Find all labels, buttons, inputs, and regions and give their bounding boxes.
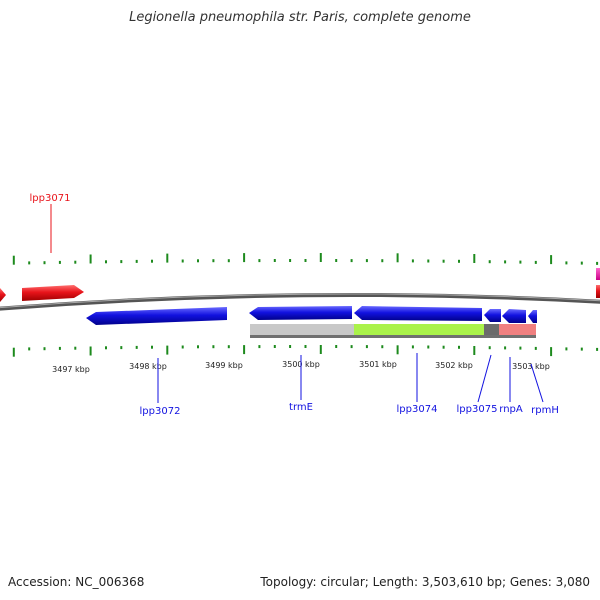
gene-rpmH-feature[interactable] (528, 310, 537, 323)
gene-lpp3071-feature[interactable] (22, 285, 84, 301)
map-title: Legionella pneumophila str. Paris, compl… (129, 10, 471, 25)
kbp-label-3499: 3499 kbp (205, 361, 243, 370)
accession-text: Accession: NC_006368 (8, 575, 145, 589)
feature-track (250, 324, 536, 338)
genome-summary-text: Topology: circular; Length: 3,503,610 bp… (260, 575, 590, 589)
kbp-label-3502: 3502 kbp (435, 361, 473, 370)
gene-label-trmE[interactable]: trmE (289, 402, 313, 413)
gene-right-edge-red[interactable] (596, 285, 600, 298)
gene-left-edge-red[interactable] (0, 288, 6, 302)
gene-right-edge-magenta[interactable] (596, 268, 600, 280)
kbp-label-3501: 3501 kbp (359, 360, 397, 369)
outer-tick-ring (12, 253, 599, 265)
genome-backbone (0, 292, 600, 311)
gene-label-lpp3071[interactable]: lpp3071 (30, 193, 71, 204)
gene-lpp3074-feature[interactable] (354, 306, 482, 321)
gene-lpp3072-feature[interactable] (86, 307, 227, 325)
gene-label-lpp3075[interactable]: lpp3075 (457, 404, 498, 415)
inner-tick-ring (12, 345, 599, 357)
gene-label-lpp3072[interactable]: lpp3072 (140, 406, 181, 417)
gene-lpp3075-feature[interactable] (484, 309, 501, 322)
gene-label-rnpA[interactable]: rnpA (499, 404, 523, 415)
gene-label-rpmH[interactable]: rpmH (531, 405, 559, 416)
kbp-label-3498: 3498 kbp (129, 362, 167, 371)
gene-label-lpp3074[interactable]: lpp3074 (397, 404, 438, 415)
kbp-label-3503: 3503 kbp (512, 362, 550, 371)
gene-trmE-feature[interactable] (249, 306, 352, 320)
kbp-label-3497: 3497 kbp (52, 365, 90, 374)
gene-rnpA-feature[interactable] (502, 309, 526, 323)
